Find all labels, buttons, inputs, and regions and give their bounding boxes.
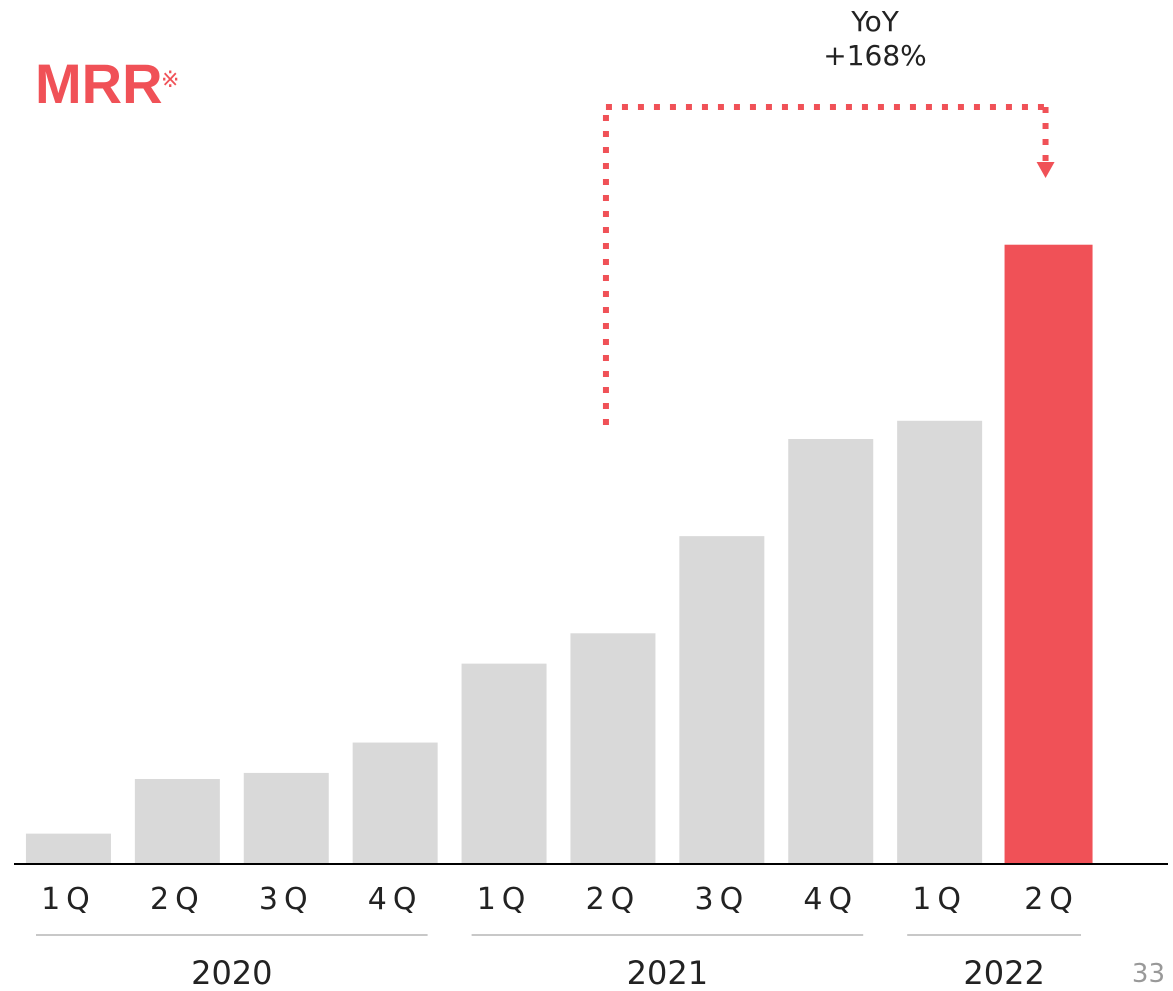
x-tick-label: 2Q <box>1024 882 1079 917</box>
x-group-label: 2020 <box>191 954 272 991</box>
bar <box>461 663 547 864</box>
x-tick-label: 1Q <box>477 882 532 917</box>
x-tick-label: 2Q <box>150 882 205 917</box>
x-tick-label: 4Q <box>803 882 858 917</box>
bar <box>679 536 765 864</box>
x-tick-label: 4Q <box>368 882 423 917</box>
yoy-annotation: YoY +168% <box>780 5 970 74</box>
x-group-label: 2022 <box>963 954 1044 991</box>
bar <box>1004 244 1093 864</box>
x-group-label: 2021 <box>627 954 708 991</box>
bar <box>570 633 656 864</box>
x-tick-label: 3Q <box>694 882 749 917</box>
bar <box>788 439 874 864</box>
bar <box>243 772 329 864</box>
x-tick-label: 2Q <box>586 882 641 917</box>
yoy-value: +168% <box>823 39 927 73</box>
x-tick-label: 1Q <box>41 882 96 917</box>
bar <box>352 742 438 864</box>
page-number: 33 <box>1131 959 1165 989</box>
chart-title: MRR <box>35 52 163 115</box>
bar <box>134 779 220 864</box>
yoy-arrowhead <box>1036 162 1055 178</box>
x-tick-label: 3Q <box>259 882 314 917</box>
title-footnote-mark: ※ <box>161 68 180 93</box>
bar <box>897 420 983 864</box>
bar <box>25 833 111 864</box>
x-tick-label: 1Q <box>912 882 967 917</box>
yoy-label: YoY <box>851 5 899 38</box>
